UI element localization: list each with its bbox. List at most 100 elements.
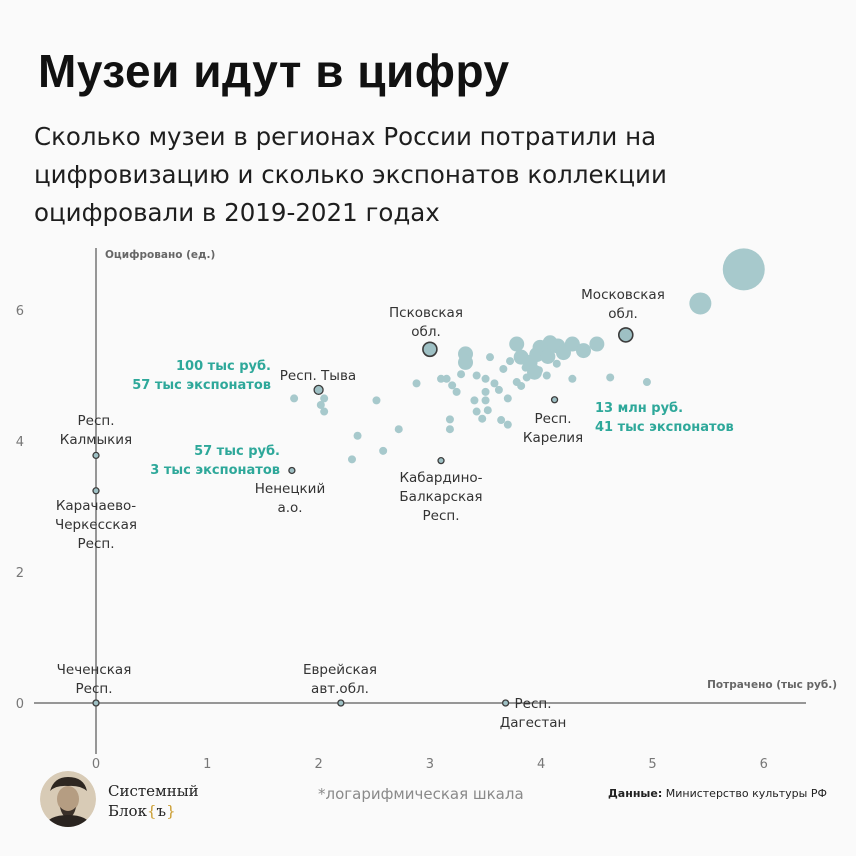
data-point	[503, 420, 512, 429]
data-point	[481, 396, 490, 405]
data-point	[320, 394, 329, 403]
point-label: Респ.	[423, 508, 460, 524]
data-point	[499, 364, 508, 373]
data-point	[494, 385, 503, 394]
source-text: Министерство культуры РФ	[665, 787, 827, 800]
data-point	[555, 345, 571, 361]
data-point	[290, 394, 299, 403]
data-point	[509, 336, 525, 352]
data-point	[458, 354, 474, 370]
brand-line2: Блок{ъ}	[108, 801, 199, 821]
data-point	[353, 431, 362, 440]
point-label: Еврейская	[303, 662, 377, 678]
data-point	[689, 292, 712, 315]
data-point	[437, 374, 446, 383]
labeled-data-point	[92, 451, 100, 460]
brand-bracket-open: {	[146, 802, 157, 820]
data-point	[478, 414, 487, 423]
brand-line1: Системный	[108, 782, 199, 800]
data-point	[506, 357, 515, 366]
data-point	[486, 353, 495, 362]
data-point	[483, 406, 492, 415]
data-point	[540, 349, 556, 365]
labeled-data-point	[92, 699, 100, 707]
point-label: Респ. Тыва	[280, 368, 356, 384]
logo-portrait	[40, 771, 96, 827]
data-point	[642, 378, 651, 387]
point-label: Дагестан	[500, 715, 567, 731]
point-label: Кабардино-	[399, 470, 482, 486]
data-point	[472, 371, 481, 380]
x-tick-label: 3	[426, 757, 434, 772]
point-label: Респ.	[76, 681, 113, 697]
point-label: Балкарская	[399, 489, 482, 505]
point-label: Карачаево-	[56, 498, 136, 514]
x-tick-label: 6	[760, 757, 768, 772]
data-point	[445, 425, 454, 434]
data-point	[568, 374, 577, 383]
labeled-data-point	[288, 466, 296, 475]
point-label: Калмыкия	[60, 432, 132, 448]
data-point	[575, 343, 591, 359]
annotation-label: 3 тыс экспонатов	[150, 463, 280, 478]
annotation-label: 41 тыс экспонатов	[595, 420, 734, 435]
data-point	[534, 366, 543, 375]
annotation-label: 57 тыс руб.	[194, 444, 280, 459]
data-point	[470, 396, 479, 405]
annotation-label: 100 тыс руб.	[176, 359, 271, 374]
brand-bracket-char: ъ	[156, 802, 167, 820]
labeled-data-point	[313, 384, 324, 396]
point-label: а.о.	[277, 500, 302, 516]
x-tick-label: 5	[648, 757, 656, 772]
labeled-data-point	[501, 699, 510, 707]
data-point	[481, 387, 490, 396]
point-label: Респ.	[78, 536, 115, 552]
annotation-label: 57 тыс экспонатов	[132, 378, 271, 393]
point-label: Черкесская	[55, 517, 137, 533]
y-tick-label: 2	[16, 566, 24, 581]
data-point	[490, 379, 499, 388]
data-point	[522, 373, 531, 382]
data-point	[481, 374, 490, 383]
point-label: Карелия	[523, 430, 583, 446]
point-label: Респ.	[535, 411, 572, 427]
data-point	[452, 387, 461, 396]
y-tick-label: 6	[16, 304, 24, 319]
data-point	[412, 379, 421, 388]
labeled-data-point	[550, 396, 559, 404]
x-axis-label: Потрачено (тыс руб.)	[707, 679, 837, 691]
x-tick-label: 4	[537, 757, 545, 772]
data-point	[448, 381, 457, 390]
data-point	[542, 371, 551, 380]
data-point	[503, 394, 512, 403]
point-label: Респ.	[515, 696, 552, 712]
data-point	[372, 396, 381, 405]
data-point	[347, 455, 356, 464]
data-point	[606, 373, 615, 382]
data-point	[457, 370, 466, 379]
y-tick-label: 4	[16, 435, 24, 450]
data-point	[445, 415, 454, 424]
data-point	[722, 248, 765, 291]
data-point	[589, 336, 605, 352]
page-subtitle: Сколько музеи в регионах России потратил…	[34, 122, 667, 227]
brand-name: Системный Блок{ъ}	[108, 781, 199, 821]
data-point	[472, 407, 481, 416]
point-label: Респ.	[78, 413, 115, 429]
page-title: Музеи идут в цифру	[38, 45, 510, 97]
data-point	[316, 400, 325, 409]
log-scale-note: *логарифмическая шкала	[318, 785, 524, 803]
data-source: Данные: Министерство культуры РФ	[608, 787, 827, 800]
source-label: Данные:	[608, 787, 663, 800]
labeled-data-point	[617, 327, 634, 343]
point-label: Псковская	[389, 305, 463, 321]
labeled-data-point	[422, 341, 438, 358]
data-point	[394, 425, 403, 434]
data-point	[497, 416, 506, 425]
x-tick-label: 0	[92, 757, 100, 772]
point-label: Ненецкий	[255, 481, 325, 497]
point-label: Чеченская	[57, 662, 132, 678]
brand-word: Блок	[108, 802, 147, 820]
point-label: авт.обл.	[311, 681, 369, 697]
